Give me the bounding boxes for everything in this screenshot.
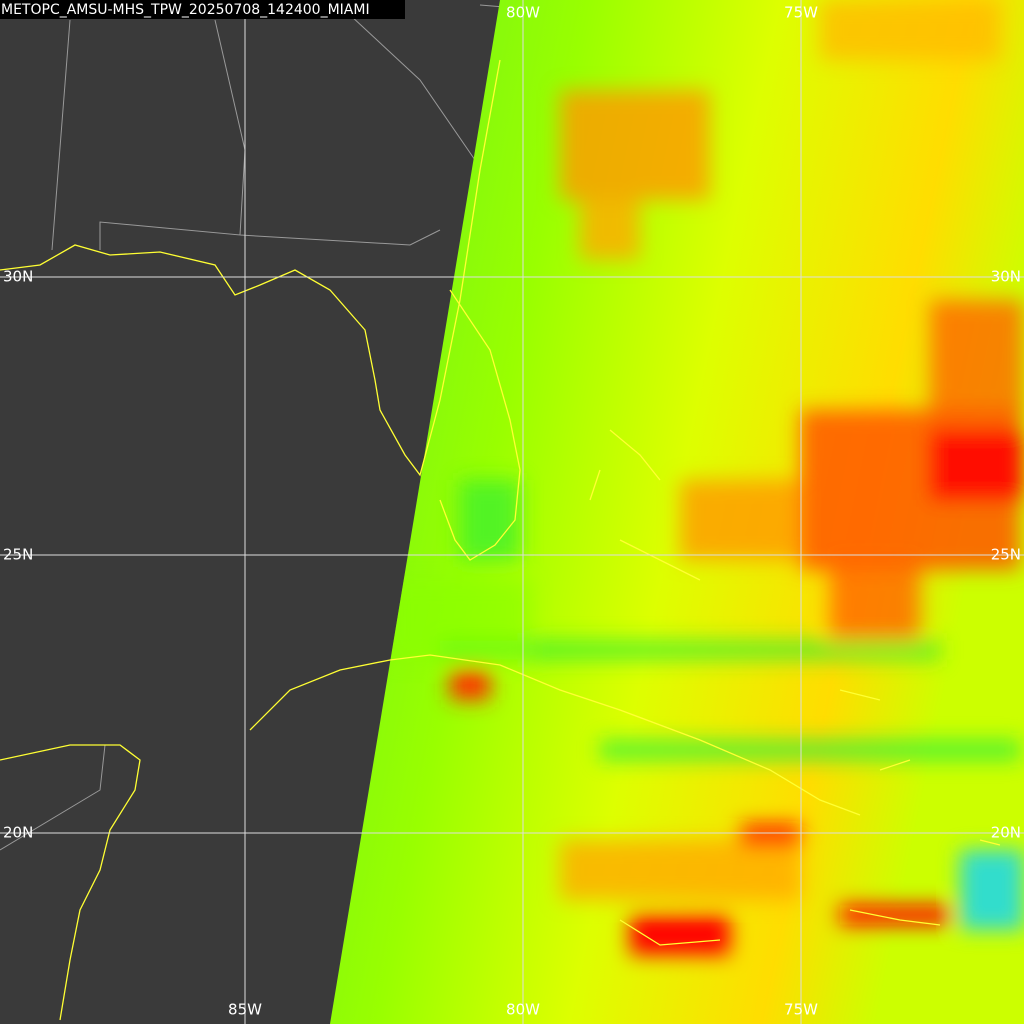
lat-label: 20N	[991, 824, 1021, 842]
title: METOPC_AMSU-MHS_TPW_20250708_142400_MIAM…	[1, 2, 370, 18]
state-borders	[0, 4, 606, 851]
lat-label: 25N	[991, 546, 1021, 564]
lat-label: 30N	[991, 268, 1021, 286]
lon-label: 75W	[784, 1001, 818, 1019]
lon-label: 80W	[506, 1001, 540, 1019]
lon-label: 85W	[228, 1001, 262, 1019]
lat-label: 25N	[3, 546, 33, 564]
lat-label: 20N	[3, 824, 33, 842]
lon-label: 75W	[784, 4, 818, 22]
coastlines	[0, 59, 1001, 1021]
title-background	[0, 0, 405, 19]
lat-label: 30N	[3, 268, 33, 286]
lon-label: 80W	[506, 4, 540, 22]
